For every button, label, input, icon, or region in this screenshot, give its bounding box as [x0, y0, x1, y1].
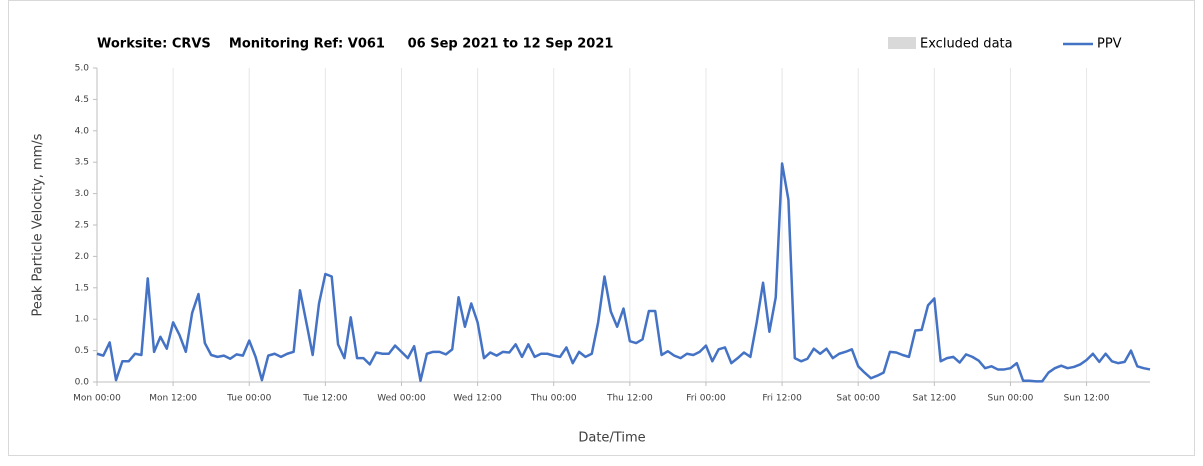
x-tick-label: Thu 00:00	[530, 394, 577, 404]
x-tick-label: Tue 12:00	[302, 394, 347, 404]
x-tick-label: Mon 12:00	[149, 394, 197, 404]
y-tick-label: 4.5	[75, 95, 89, 105]
legend-label: PPV	[1097, 37, 1122, 52]
x-axis-label: Date/Time	[578, 431, 645, 446]
y-tick-label: 0.5	[75, 346, 89, 356]
chart-border	[8, 0, 1195, 456]
ppv-line	[96, 162, 1151, 383]
y-tick-label: 3.0	[75, 189, 90, 199]
y-tick-label: 3.5	[75, 158, 89, 168]
x-tick-label: Sat 12:00	[913, 394, 957, 404]
legend-swatch	[888, 37, 916, 49]
y-tick-label: 4.0	[75, 126, 90, 136]
chart-title: Worksite: CRVS Monitoring Ref: V061 06 S…	[97, 37, 613, 52]
legend-label: Excluded data	[920, 37, 1013, 52]
x-tick-label: Sat 00:00	[836, 394, 880, 404]
x-tick-label: Fri 00:00	[686, 394, 726, 404]
x-tick-label: Mon 00:00	[73, 394, 121, 404]
y-tick-label: 0.0	[75, 378, 90, 388]
y-tick-label: 1.0	[75, 315, 90, 325]
y-axis-label: Peak Particle Velocity, mm/s	[31, 133, 46, 316]
y-tick-label: 5.0	[75, 64, 90, 74]
y-tick-label: 2.5	[75, 221, 89, 231]
y-tick-label: 2.0	[75, 252, 90, 262]
y-tick-label: 1.5	[75, 283, 89, 293]
x-tick-label: Tue 00:00	[226, 394, 271, 404]
x-tick-label: Fri 12:00	[762, 394, 802, 404]
x-tick-label: Sun 00:00	[987, 394, 1033, 404]
x-tick-label: Thu 12:00	[606, 394, 653, 404]
x-tick-label: Sun 12:00	[1064, 394, 1110, 404]
x-tick-label: Wed 12:00	[453, 394, 502, 404]
x-tick-label: Wed 00:00	[377, 394, 426, 404]
